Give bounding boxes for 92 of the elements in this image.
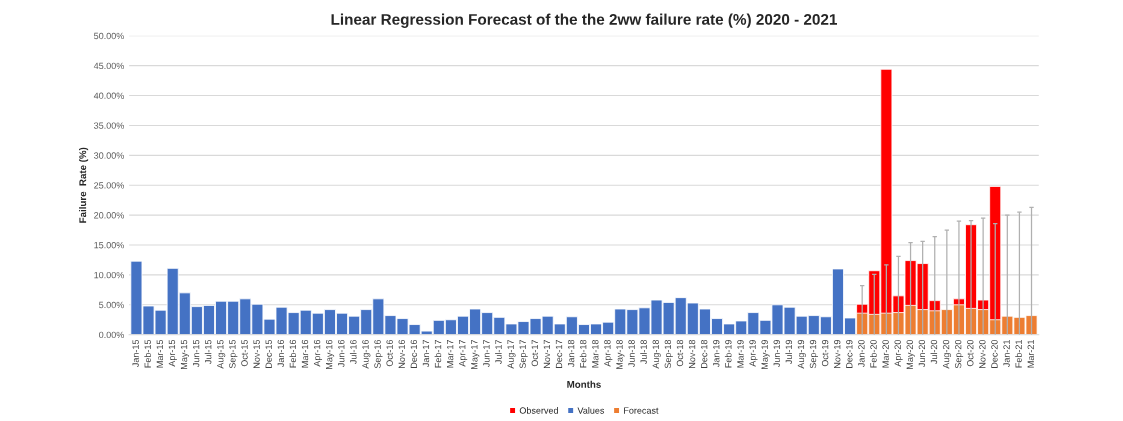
x-tick-label: Dec-16 bbox=[410, 339, 418, 368]
x-tick-label: Jul-15 bbox=[204, 339, 212, 364]
x-tick-label: Feb-16 bbox=[289, 339, 297, 368]
x-tick-label: Nov-19 bbox=[834, 339, 841, 368]
x-tick-label: Apr-17 bbox=[459, 340, 468, 367]
x-tick-label: Jun-16 bbox=[338, 339, 345, 368]
x-tick-label: Dec-19 bbox=[846, 339, 853, 368]
x-tick-label: Jul-17 bbox=[495, 340, 502, 364]
x-tick-label: May-15 bbox=[180, 339, 189, 369]
y-tick-label: 35.00% bbox=[94, 122, 124, 129]
x-tick-label: Nov-18 bbox=[688, 339, 696, 368]
x-tick-label: May-17 bbox=[471, 340, 480, 369]
chart-title: Linear Regression Forecast of the the 2ww failure rate (%) 2020 - 2021 bbox=[331, 13, 837, 28]
legend-label: Values bbox=[577, 407, 605, 414]
x-tick-label: Jul-18 bbox=[640, 339, 647, 364]
x-tick-label: Sep-16 bbox=[374, 339, 383, 369]
x-tick-label: Jun-18 bbox=[628, 339, 635, 368]
x-tick-label: Dec-15 bbox=[265, 339, 272, 368]
legend-label: Forecast bbox=[624, 407, 659, 414]
x-tick-label: Jan-19 bbox=[713, 339, 720, 368]
x-tick-label: May-18 bbox=[616, 339, 625, 369]
x-tick-label: Feb-21 bbox=[1015, 339, 1022, 368]
x-tick-label: Sep-20 bbox=[954, 339, 964, 369]
y-tick-label: 15.00% bbox=[94, 241, 124, 249]
x-tick-label: Oct-15 bbox=[241, 339, 248, 367]
y-tick-label: 40.00% bbox=[93, 92, 124, 99]
x-tick-label: Jan-18 bbox=[567, 339, 575, 368]
x-tick-label: Feb-18 bbox=[579, 339, 587, 368]
x-tick-label: Jul-20 bbox=[930, 339, 938, 364]
y-tick-label: 30.00% bbox=[94, 152, 124, 159]
x-tick-label: Jan-21 bbox=[1003, 339, 1010, 368]
x-tick-label: Mar-20 bbox=[882, 339, 889, 368]
y-tick-label: 45.00% bbox=[93, 62, 124, 70]
x-tick-label: Aug-18 bbox=[652, 339, 661, 369]
x-tick-label: Feb-17 bbox=[434, 340, 442, 368]
x-tick-label: Sep-19 bbox=[809, 339, 818, 369]
x-tick-label: Dec-18 bbox=[700, 339, 708, 368]
x-tick-label: May-20 bbox=[906, 339, 915, 369]
x-tick-label: Sep-15 bbox=[229, 339, 238, 369]
x-tick-label: Aug-17 bbox=[507, 340, 516, 369]
x-tick-label: May-19 bbox=[761, 339, 770, 369]
x-tick-label: Mar-18 bbox=[592, 339, 599, 368]
x-tick-label: Aug-20 bbox=[942, 339, 952, 369]
x-tick-label: Mar-19 bbox=[737, 339, 744, 368]
y-axis-title: Failure Rate (%) bbox=[79, 147, 89, 223]
y-tick-label: 25.00% bbox=[94, 182, 124, 189]
x-tick-label: Apr-19 bbox=[749, 339, 758, 367]
x-tick-label: Oct-19 bbox=[821, 339, 829, 367]
x-tick-label: Jun-20 bbox=[918, 339, 926, 368]
x-tick-label: Oct-16 bbox=[386, 339, 393, 367]
x-tick-label: Aug-19 bbox=[797, 339, 806, 369]
x-tick-label: Apr-20 bbox=[894, 339, 903, 367]
x-tick-label: Oct-17 bbox=[531, 340, 538, 367]
x-tick-label: Mar-16 bbox=[301, 339, 309, 368]
x-tick-label: Mar-15 bbox=[156, 339, 164, 368]
y-tick-label: 0.00% bbox=[99, 331, 124, 339]
y-tick-label: 10.00% bbox=[94, 271, 124, 279]
x-tick-label: Feb-19 bbox=[724, 339, 732, 368]
x-tick-label: Jun-15 bbox=[193, 339, 200, 368]
x-tick-label: Mar-21 bbox=[1027, 339, 1034, 368]
legend-label: Observed bbox=[519, 407, 558, 414]
x-tick-label: Nov-16 bbox=[398, 339, 405, 368]
x-tick-label: Jan-20 bbox=[858, 339, 865, 368]
y-tick-label: 20.00% bbox=[94, 212, 124, 219]
x-tick-label: Oct-20 bbox=[967, 339, 974, 367]
x-tick-label: Feb-15 bbox=[144, 339, 151, 368]
x-tick-label: Mar-17 bbox=[447, 340, 454, 368]
x-tick-label: Jun-17 bbox=[483, 340, 490, 368]
x-tick-label: Nov-15 bbox=[253, 339, 260, 368]
x-tick-label: Jun-19 bbox=[773, 339, 780, 368]
x-tick-label: Apr-16 bbox=[313, 339, 323, 367]
x-axis-title: Months bbox=[567, 380, 601, 388]
y-tick-label: 50.00% bbox=[94, 32, 124, 40]
x-tick-label: Dec-17 bbox=[555, 340, 563, 368]
x-tick-label: Jul-16 bbox=[349, 339, 357, 364]
x-tick-label: Nov-20 bbox=[979, 339, 986, 368]
x-tick-label: Oct-18 bbox=[676, 339, 684, 367]
x-tick-label: May-16 bbox=[325, 339, 335, 369]
x-tick-label: Aug-15 bbox=[217, 339, 226, 369]
x-tick-label: Sep-17 bbox=[519, 340, 528, 369]
x-tick-label: Aug-16 bbox=[362, 339, 371, 369]
x-tick-label: Jan-16 bbox=[277, 339, 284, 368]
y-tick-label: 5.00% bbox=[99, 301, 124, 309]
x-tick-label: Jan-15 bbox=[132, 339, 139, 368]
x-tick-label: Apr-18 bbox=[604, 339, 613, 367]
x-tick-label: Sep-18 bbox=[664, 339, 673, 369]
x-tick-label: Jul-19 bbox=[785, 339, 793, 364]
x-tick-label: Apr-15 bbox=[168, 339, 177, 367]
x-tick-label: Feb-20 bbox=[870, 339, 877, 368]
x-tick-label: Jan-17 bbox=[422, 340, 430, 368]
x-tick-label: Dec-20 bbox=[991, 339, 998, 368]
x-tick-label: Nov-17 bbox=[543, 340, 551, 368]
